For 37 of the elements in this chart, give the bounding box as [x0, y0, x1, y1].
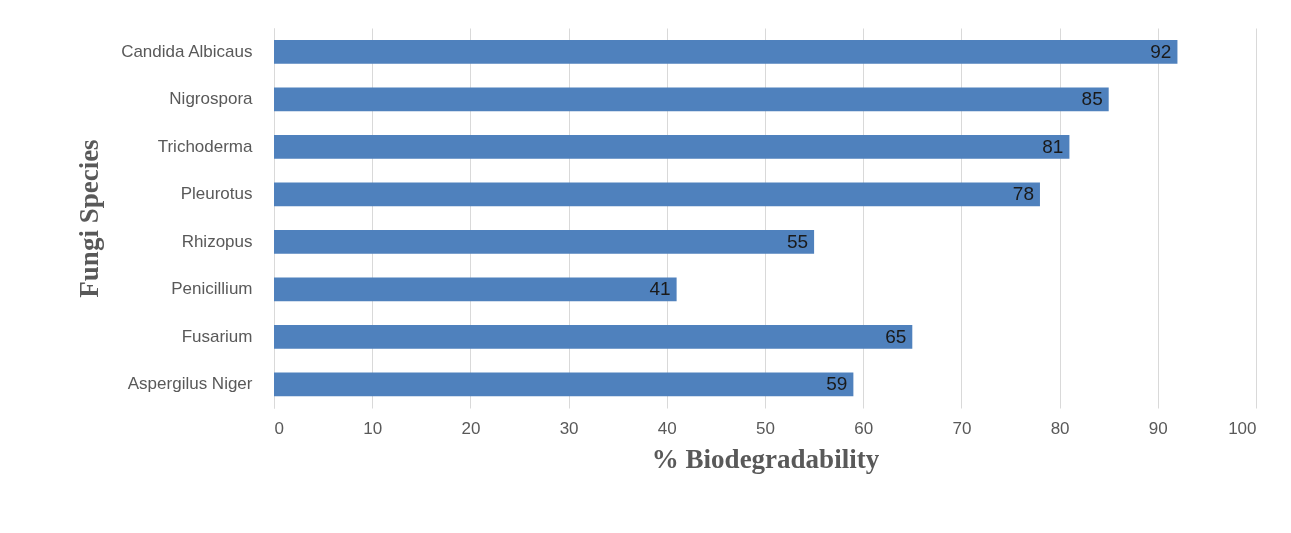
data-label: 59 — [826, 373, 848, 395]
data-label: 65 — [885, 325, 907, 347]
x-tick-label: 100 — [1228, 418, 1257, 438]
x-tick-label: 10 — [363, 418, 383, 438]
x-tick-label: 50 — [756, 418, 775, 438]
bar — [274, 277, 677, 302]
y-tick-label: Rhizopus — [181, 231, 253, 251]
y-tick-label: Candida Albicaus — [121, 41, 253, 61]
y-axis-title: Fungi Species — [74, 139, 105, 298]
x-tick-label: 60 — [854, 418, 874, 438]
x-tick-label: 40 — [657, 418, 677, 438]
bar — [274, 324, 913, 349]
data-label: 41 — [649, 278, 671, 300]
x-tick-label: 20 — [461, 418, 481, 438]
y-tick-label: Aspergilus Niger — [127, 374, 253, 394]
x-tick-label: 90 — [1148, 418, 1168, 438]
data-label: 78 — [1012, 183, 1034, 205]
bar — [274, 182, 1040, 207]
bar — [274, 134, 1070, 159]
bar — [274, 372, 854, 397]
y-tick-label: Nigrospora — [169, 89, 254, 109]
x-tick-label: 0 — [274, 418, 284, 438]
data-label: 85 — [1081, 88, 1103, 110]
y-tick-label: Trichoderma — [157, 136, 254, 156]
x-tick-label: 30 — [559, 418, 579, 438]
x-axis-title: % Biodegradability — [651, 443, 880, 474]
y-tick-label: Pleurotus — [180, 184, 253, 204]
x-tick-label: 80 — [1050, 418, 1070, 438]
y-tick-label: Fusarium — [181, 326, 253, 346]
y-tick-label: Penicillium — [171, 279, 253, 299]
data-label: 81 — [1042, 135, 1064, 157]
bar — [274, 229, 815, 254]
data-label: 92 — [1150, 40, 1172, 62]
data-label: 55 — [786, 230, 809, 252]
bar — [274, 87, 1109, 112]
bar — [274, 39, 1178, 64]
x-tick-label: 70 — [952, 418, 972, 438]
